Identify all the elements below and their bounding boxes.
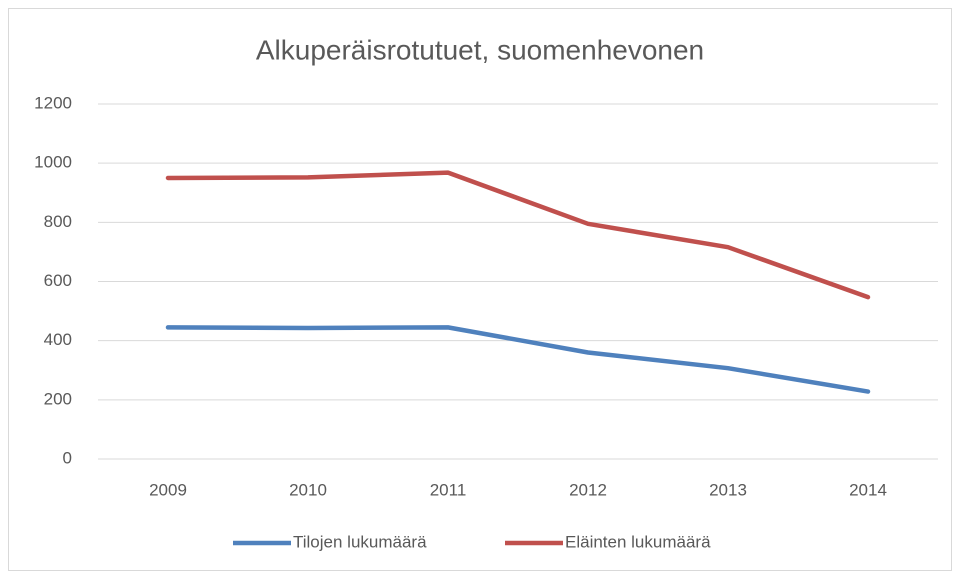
y-tick-label: 0	[63, 448, 72, 467]
legend-label: Eläinten lukumäärä	[565, 532, 711, 551]
series-line	[165, 170, 871, 300]
y-tick-label: 800	[44, 212, 72, 231]
y-tick-label: 1200	[34, 93, 72, 112]
series-line	[165, 325, 871, 394]
legend-label: Tilojen lukumäärä	[293, 532, 427, 551]
x-tick-label: 2009	[149, 480, 187, 499]
y-tick-label: 1000	[34, 153, 72, 172]
y-tick-label: 400	[44, 330, 72, 349]
x-tick-label: 2011	[430, 480, 467, 499]
x-tick-label: 2010	[289, 480, 327, 499]
chart-border	[8, 8, 952, 571]
x-tick-label: 2013	[709, 480, 747, 499]
x-tick-label: 2014	[849, 480, 887, 499]
y-tick-label: 200	[44, 389, 72, 408]
chart-title: Alkuperäisrotutuet, suomenhevonen	[256, 34, 704, 65]
x-tick-label: 2012	[569, 480, 607, 499]
y-tick-label: 600	[44, 271, 72, 290]
